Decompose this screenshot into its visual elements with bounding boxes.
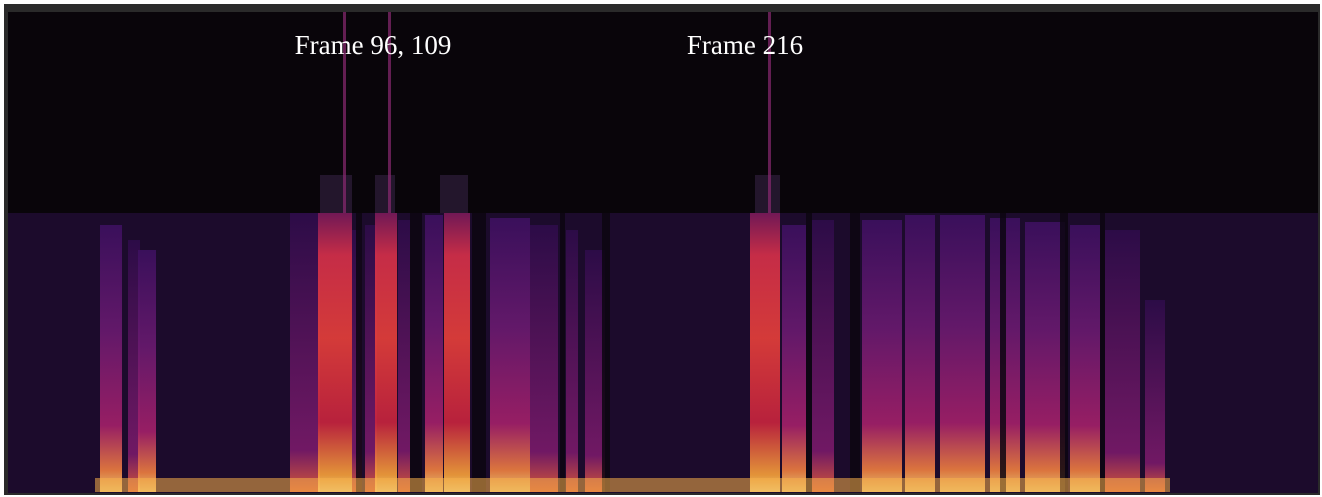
spectral-band — [440, 175, 468, 213]
spectral-band — [905, 215, 935, 492]
spectral-band — [530, 225, 558, 492]
spectral-band — [375, 175, 395, 213]
spectral-band — [375, 213, 397, 492]
spectral-band — [602, 213, 610, 492]
spectral-band — [128, 240, 140, 492]
spectral-band — [410, 213, 422, 492]
spectral-band — [100, 225, 122, 492]
spectral-band — [138, 250, 156, 492]
spectral-band — [1000, 213, 1006, 492]
frame-label: Frame 96, 109 — [295, 30, 452, 60]
spectral-band — [1100, 213, 1105, 492]
upper-region — [8, 12, 1318, 214]
spectral-band — [806, 213, 812, 492]
spectral-band — [812, 220, 834, 492]
spectral-band — [750, 213, 780, 492]
frame-label: Frame 216 — [687, 30, 803, 60]
spectral-band — [318, 213, 352, 492]
spectral-band — [388, 12, 391, 213]
spectral-band — [343, 12, 346, 213]
spectral-band — [566, 230, 578, 492]
spectral-band — [768, 12, 771, 213]
spectral-band — [862, 220, 902, 492]
spectral-band — [755, 175, 780, 213]
spectral-band — [365, 225, 377, 492]
spectral-band — [1070, 225, 1100, 492]
spectral-band — [290, 213, 320, 492]
spectral-band — [940, 215, 985, 492]
spectral-columns — [95, 12, 1170, 492]
spectral-band — [782, 225, 806, 492]
spectral-band — [850, 213, 860, 492]
spectral-band — [320, 175, 352, 213]
spectral-band — [1025, 222, 1065, 492]
spectral-band — [425, 215, 443, 492]
spectral-band — [472, 213, 486, 492]
spectral-band — [1145, 300, 1165, 492]
spectral-band — [560, 213, 565, 492]
spectral-band — [1060, 213, 1068, 492]
spectral-band — [1105, 230, 1140, 492]
spectral-band — [95, 478, 1170, 492]
spectral-band — [585, 250, 605, 492]
spectral-band — [398, 220, 410, 492]
spectral-band — [490, 218, 530, 492]
spectral-band — [356, 213, 362, 492]
spectral-band — [444, 213, 470, 492]
